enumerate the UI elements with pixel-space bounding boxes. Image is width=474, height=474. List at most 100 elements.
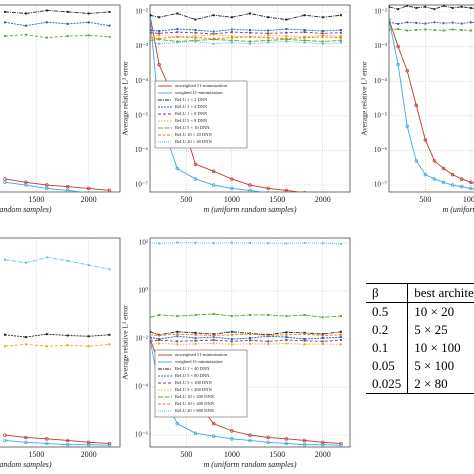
series-line [150,15,267,192]
legend-label: ReLU 10 × 400 DNN [175,401,215,406]
data-point [87,12,90,15]
data-point [150,35,151,38]
data-point [406,21,409,24]
data-point [249,339,251,342]
table-cell: 10 × 100 [414,340,461,355]
axes-box [149,237,351,448]
series-line [150,338,341,446]
data-point [3,180,7,185]
series-line [4,181,87,192]
data-point [285,242,288,245]
x-tick-label: 2000 [81,450,97,459]
data-point [321,316,324,319]
data-point [65,188,70,192]
data-point [321,337,324,340]
architecture-table: β best architecture 0.510 × 200.25 × 250… [366,283,474,394]
data-point [86,442,91,447]
series-line [4,343,110,347]
table-cell: 10 × 20 [414,304,455,319]
series-line [150,313,341,318]
data-point [266,435,270,440]
data-point [24,343,27,346]
data-point [469,29,472,32]
data-point [248,433,252,437]
x-tick-label: 1000 [224,195,240,204]
table-cell: 0.025 [366,375,409,394]
data-point [176,28,179,31]
table-cell: 2 × 80 [414,376,448,391]
data-point [267,334,270,337]
data-point [158,242,161,245]
data-point [469,180,473,185]
data-point [194,40,197,43]
table-cell: 0.5 [366,302,409,321]
data-point [194,339,197,342]
data-point [211,421,216,426]
data-point [267,39,270,42]
legend-label: ReLU 10 × 200 DNN [175,394,215,399]
data-point [45,333,48,336]
legend-label: ReLU 20 × 800 DNN [175,408,215,413]
series-line [150,342,341,345]
data-point [321,16,324,19]
series-line [150,28,341,33]
data-point [211,183,216,187]
data-point [230,31,233,34]
legend-label: ReLU 1 × 8 DNN [175,111,208,116]
data-point [339,39,342,42]
data-point [230,35,233,38]
data-point [108,268,111,271]
data-point [285,315,288,318]
data-point [193,177,198,181]
y-tick-label: 10⁻⁵ [135,111,149,119]
data-point [284,437,289,441]
data-point [303,241,306,244]
data-point [176,315,179,318]
series-line [150,241,341,245]
legend-label: ReLU 5 × 8 DNN [175,118,208,123]
y-tick-label: 10² [139,239,148,247]
series-line [150,339,341,342]
x-axis-label: m (uniform random samples) [0,205,52,214]
data-point [320,440,325,445]
data-point [249,342,251,345]
data-point [423,172,428,177]
data-point [194,39,197,42]
data-point [107,443,112,447]
data-point [285,40,288,43]
x-tick-label: 1000 [224,450,240,459]
table-cell: 0.2 [366,321,409,339]
data-point [339,36,342,39]
data-point [212,37,215,40]
series-line [150,36,341,39]
axes-box [388,4,474,193]
legend: unweighted ℓ1-minimization weighted ℓ1-mi… [154,80,248,149]
data-point [284,441,289,446]
data-point [150,39,151,42]
data-point [230,241,233,244]
data-point [321,30,324,33]
data-point [211,434,216,438]
data-point [66,334,69,337]
data-point [460,22,463,25]
x-axis-label: m (uniform random samples) [203,205,296,214]
series-layer [3,9,112,192]
data-point [285,18,288,21]
table-cell: 5 × 25 [414,322,448,337]
data-point [65,184,70,189]
data-point [339,31,342,34]
y-axis-label: Average relative L² error [121,61,130,136]
data-point [176,241,179,244]
data-point [66,259,69,262]
data-point [158,30,161,33]
series-line [150,331,341,336]
legend-label: ReLU 1 × 2 DNN [175,97,208,102]
data-point [158,32,161,35]
data-point [176,31,179,34]
legend-label: weighted ℓ1-minimization [175,90,223,95]
series-line [4,178,110,191]
data-point [248,183,252,187]
series-line [150,13,341,21]
